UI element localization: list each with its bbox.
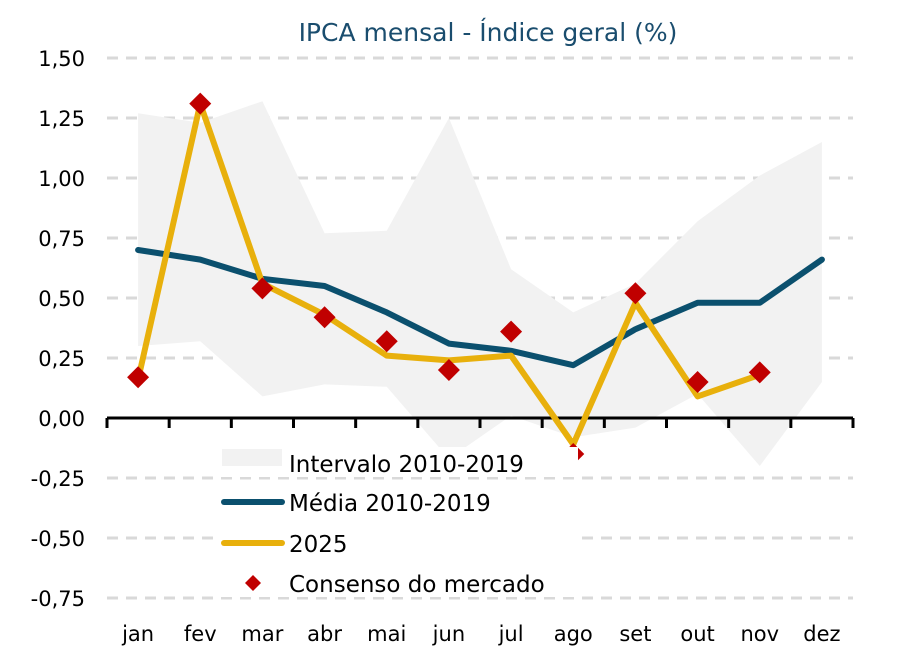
x-tick-label: mar — [241, 622, 283, 646]
y-tick-label: 1,25 — [38, 107, 85, 131]
consensus-marker — [686, 371, 709, 393]
consensus-marker — [313, 306, 336, 329]
legend-swatch-diamond — [245, 575, 261, 591]
x-tick-label: fev — [184, 622, 217, 646]
legend-label: 2025 — [289, 532, 348, 558]
y-tick-label: -0,50 — [31, 527, 85, 551]
x-tick-label: out — [680, 622, 714, 646]
series-line — [135, 247, 825, 369]
legend-swatch-band — [222, 449, 282, 466]
x-tick-label: jul — [498, 622, 524, 646]
legend-label: Consenso do mercado — [289, 572, 545, 598]
consensus-marker — [500, 320, 523, 343]
legend-label: Intervalo 2010-2019 — [289, 452, 524, 478]
x-tick-label: ago — [554, 622, 593, 646]
x-tick-label: jun — [432, 622, 465, 646]
y-tick-label: -0,75 — [31, 587, 85, 611]
legend-label: Média 2010-2019 — [289, 491, 491, 517]
x-tick-label: dez — [803, 622, 840, 646]
y-tick-label: 0,50 — [38, 287, 85, 311]
legend-row-bg — [218, 567, 578, 597]
y-tick-label: -0,25 — [31, 467, 85, 491]
consensus-marker — [624, 282, 647, 305]
consensus-marker — [437, 359, 460, 381]
x-tick-label: mai — [367, 622, 406, 646]
x-tick-label: set — [619, 622, 651, 646]
y-tick-label: 0,25 — [38, 347, 85, 371]
x-tick-label: abr — [307, 622, 342, 646]
y-tick-label: 1,50 — [38, 47, 85, 71]
legend: Intervalo 2010-2019 Média 2010-2019 2025 Co… — [218, 447, 578, 598]
consensus-marker — [748, 361, 771, 384]
y-tick-label: 0,75 — [38, 227, 85, 251]
consensus-marker — [127, 366, 150, 389]
consensus-marker — [189, 92, 212, 115]
consensus-marker — [251, 277, 274, 300]
x-tick-label: jan — [121, 622, 154, 646]
y-tick-label: 0,00 — [38, 407, 85, 431]
interval-band — [138, 101, 822, 466]
x-tick-label: nov — [740, 622, 779, 646]
y-tick-label: 1,00 — [38, 167, 85, 191]
chart-title: IPCA mensal - Índice geral (%) — [299, 18, 678, 47]
consensus-marker — [375, 330, 398, 353]
